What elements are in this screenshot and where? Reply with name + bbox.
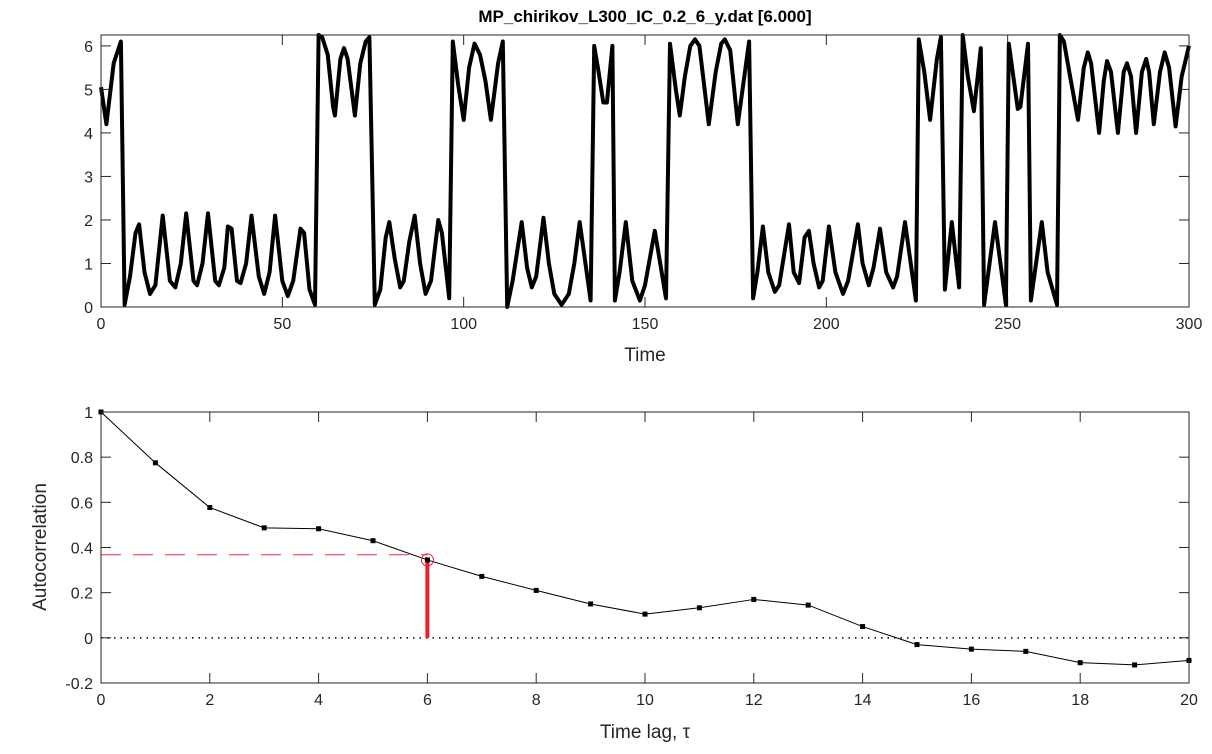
autocorrelation-point [424,557,430,563]
x-tick-label: 50 [273,316,291,333]
x-tick-label: 300 [1176,316,1203,333]
x-tick-label: 0 [97,692,106,709]
time-series-line [99,33,1191,309]
autocorrelation-point [696,605,702,611]
y-tick-label: 2 [84,213,93,230]
autocorrelation-point [588,601,594,607]
time-series-title: MP_chirikov_L300_IC_0.2_6_y.dat [6.000] [478,7,811,26]
y-tick-label: 0.8 [71,450,93,467]
y-tick-label: 0.2 [71,586,93,603]
x-tick-label: 200 [813,316,840,333]
y-tick-label: 6 [84,39,93,56]
y-tick-label: 3 [84,169,93,186]
x-tick-label: 20 [1180,692,1198,709]
autocorrelation-point [207,505,213,511]
autocorrelation-point [1132,662,1138,668]
autocorrelation-point [751,596,757,602]
time-series-axes: MP_chirikov_L300_IC_0.2_6_y.dat [6.000] … [84,7,1202,366]
y-tick-label: 0.4 [71,541,93,558]
autocorrelation-point [1023,648,1029,654]
autocorrelation-line [100,411,1190,666]
autocorrelation-axes-box [100,411,1190,684]
time-series-axes-box [100,34,1190,308]
x-tick-label: 12 [745,692,763,709]
autocorrelation-axes: 0 2 4 6 8 10 12 14 16 18 20-0.200.20.40.60.81 Time… [30,405,1198,743]
autocorrelation-point [860,624,866,630]
autocorrelation-point [914,642,920,648]
y-tick-label: 4 [84,126,93,143]
y-tick-label: 0 [84,631,93,648]
x-tick-label: 14 [854,692,872,709]
x-tick-label: 16 [963,692,981,709]
autocorrelation-point [533,587,539,593]
x-tick-label: 6 [423,692,432,709]
highlight-circle-marker [420,553,434,567]
y-tick-label: 1 [84,405,93,422]
x-tick-label: 100 [450,316,477,333]
x-tick-label: 18 [1071,692,1089,709]
autocorrelation-point [642,611,648,617]
time-series-xlabel: Time [624,345,666,366]
y-tick-label: 0 [84,300,93,317]
autocorrelation-xlabel: Time lag, τ [600,722,691,743]
autocorrelation-point [370,538,376,544]
y-tick-label: 1 [84,256,93,273]
x-tick-label: 0 [97,316,106,333]
autocorrelation-point [1077,660,1083,666]
autocorrelation-point [479,573,485,579]
y-tick-label: 5 [84,82,93,99]
y-tick-label: 0.6 [71,495,93,512]
autocorrelation-point [152,460,158,466]
x-tick-label: 250 [994,316,1021,333]
x-tick-label: 2 [205,692,214,709]
x-tick-label: 10 [636,692,654,709]
x-tick-label: 150 [632,316,659,333]
autocorrelation-point [261,525,267,531]
autocorrelation-point [968,646,974,652]
autocorrelation-point [316,526,322,532]
y-tick-label: -0.2 [65,676,93,693]
autocorrelation-ylabel: Autocorrelation [30,483,51,611]
x-tick-label: 8 [532,692,541,709]
x-tick-label: 4 [314,692,323,709]
autocorrelation-point [805,602,811,608]
